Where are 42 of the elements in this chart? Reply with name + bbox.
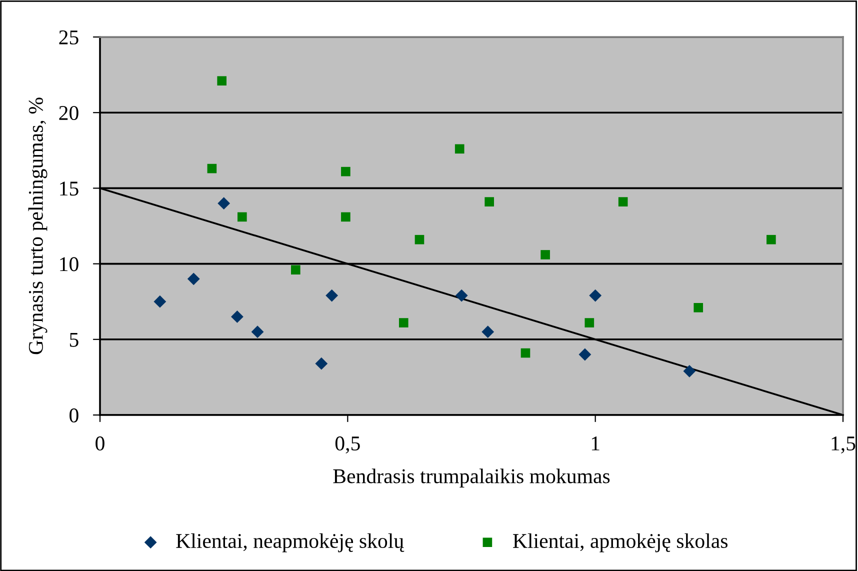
x-axis-title: Bendrasis trumpalaikis mokumas xyxy=(333,468,610,488)
point xyxy=(618,197,628,206)
point xyxy=(341,166,350,176)
point xyxy=(694,302,704,312)
point xyxy=(520,348,530,358)
point xyxy=(315,357,328,370)
point xyxy=(207,164,217,174)
point xyxy=(217,76,227,86)
point xyxy=(540,250,550,260)
point xyxy=(584,318,594,328)
point xyxy=(589,289,602,302)
point xyxy=(398,318,408,328)
x-tick-label: 0 xyxy=(96,436,104,450)
point xyxy=(578,348,592,361)
point xyxy=(341,212,350,222)
x-tick-label: 0,5 xyxy=(335,436,360,454)
point xyxy=(766,234,776,244)
y-tick-label: 15 xyxy=(60,182,78,196)
y-tick-label: 5 xyxy=(70,332,78,347)
point xyxy=(683,364,696,378)
point xyxy=(218,197,230,210)
point xyxy=(414,234,424,244)
point xyxy=(291,265,300,275)
point xyxy=(187,272,200,286)
x-tick-label: 1,5 xyxy=(832,436,856,454)
y-tick-label: 20 xyxy=(59,106,78,120)
point xyxy=(326,289,338,302)
point xyxy=(251,326,264,338)
y-tick-label: 25 xyxy=(59,30,78,44)
point xyxy=(154,295,166,308)
y-axis-title: Grynasis turto pelningumas, % xyxy=(28,98,48,354)
point xyxy=(454,144,464,154)
point xyxy=(455,289,468,302)
x-tick-label: 1 xyxy=(592,436,600,450)
point xyxy=(238,212,247,222)
y-tick-label: 10 xyxy=(60,257,78,272)
point xyxy=(484,197,494,206)
point xyxy=(482,326,494,338)
legend-label: Klientai, apmokėję skolas xyxy=(513,533,728,552)
y-tick-label: 0 xyxy=(70,408,78,422)
point xyxy=(230,310,244,323)
legend-label: Klientai, neapmokėję skolų xyxy=(176,533,404,552)
